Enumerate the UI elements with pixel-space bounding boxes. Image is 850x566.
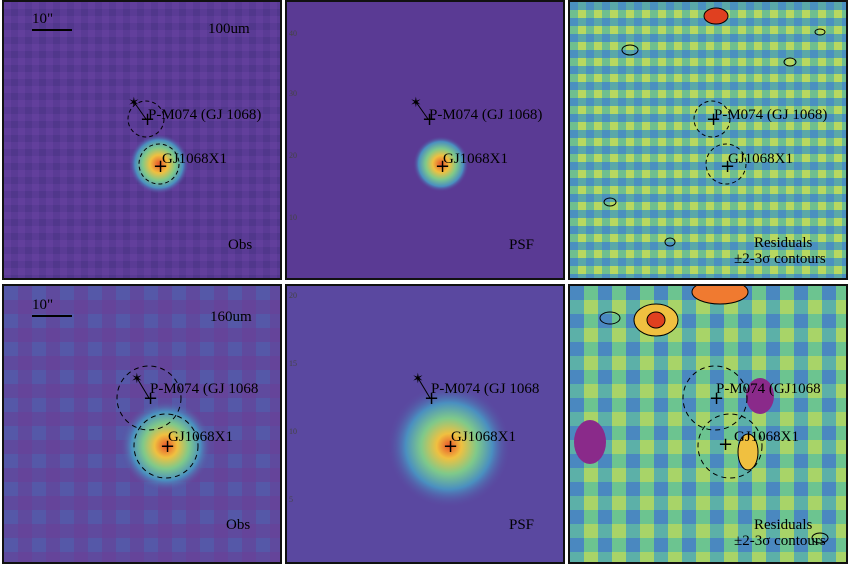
svg-text:✶: ✶ [412, 372, 424, 387]
band-label: 100um [208, 21, 250, 37]
svg-text:+: + [718, 434, 733, 455]
psf-map-100um: ✶ + + [287, 2, 563, 278]
residual-map-160um: + + [570, 286, 846, 562]
svg-text:+: + [160, 436, 175, 457]
source-label-companion: GJ1068X1 [162, 151, 228, 167]
contour-legend: ±2-3σ contours [734, 533, 826, 549]
source-label-star: P-M074 (GJ1068 [716, 381, 821, 397]
svg-text:+: + [424, 388, 439, 409]
source-label-companion: GJ1068X1 [728, 151, 794, 167]
scale-bar-label: 10" [32, 11, 54, 27]
obs-map-160um: ✶ + + [4, 286, 280, 562]
source-label-companion: GJ1068X1 [734, 429, 800, 445]
svg-text:+: + [422, 109, 437, 130]
tick-label: 10 [289, 213, 297, 222]
svg-text:+: + [143, 388, 158, 409]
svg-text:+: + [435, 156, 450, 177]
svg-text:+: + [720, 156, 735, 177]
tick-label: 40 [289, 29, 297, 38]
source-label-star: P-M074 (GJ 1068 [150, 381, 259, 397]
tick-label: 30 [289, 89, 297, 98]
source-label-companion: GJ1068X1 [451, 429, 517, 445]
tick-label: 5 [289, 495, 293, 504]
svg-text:+: + [140, 109, 155, 130]
obs-map-100um: ✶ + + [4, 2, 280, 278]
source-label-companion: GJ1068X1 [443, 151, 509, 167]
panel-kind-label: Residuals [754, 517, 813, 533]
panel-100um-residuals: + + P-M074 (GJ 1068) GJ1068X1 Residuals … [568, 0, 848, 280]
contour-legend: ±2-3σ contours [734, 251, 826, 267]
svg-text:+: + [709, 388, 724, 409]
svg-text:✶: ✶ [128, 96, 140, 111]
svg-text:✶: ✶ [131, 372, 143, 387]
svg-text:+: + [706, 109, 721, 130]
tick-label: 15 [289, 359, 297, 368]
panel-kind-label: Obs [226, 517, 251, 533]
residual-map-100um: + + [570, 2, 846, 278]
source-label-star: P-M074 (GJ 1068 [431, 381, 540, 397]
panel-100um-obs: ✶ + + 10" 100um P-M074 (GJ 1068) GJ1068X… [2, 0, 282, 280]
source-label-star: P-M074 (GJ 1068) [148, 107, 262, 123]
scale-bar-label: 10" [32, 297, 54, 313]
svg-text:+: + [443, 436, 458, 457]
source-label-star: P-M074 (GJ 1068) [429, 107, 543, 123]
source-label-star: P-M074 (GJ 1068) [714, 107, 828, 123]
tick-label: 20 [289, 151, 297, 160]
source-label-companion: GJ1068X1 [168, 429, 234, 445]
svg-text:+: + [153, 156, 168, 177]
panel-kind-label: Obs [228, 237, 253, 253]
panel-160um-psf: ✶ + + 20 15 10 5 P-M074 (GJ 1068 GJ1068X… [285, 284, 565, 564]
tick-label: 10 [289, 427, 297, 436]
svg-text:✶: ✶ [410, 96, 422, 111]
psf-map-160um: ✶ + + [287, 286, 563, 562]
panel-160um-residuals: + + P-M074 (GJ1068 GJ1068X1 Residuals ±2… [568, 284, 848, 564]
panel-kind-label: PSF [509, 237, 535, 253]
tick-label: 20 [289, 291, 297, 300]
band-label: 160um [210, 309, 252, 325]
panel-100um-psf: ✶ + + 40 30 20 10 P-M074 (GJ 1068) GJ106… [285, 0, 565, 280]
panel-kind-label: Residuals [754, 235, 813, 251]
panel-160um-obs: ✶ + + 10" 160um P-M074 (GJ 1068 GJ1068X1… [2, 284, 282, 564]
panel-kind-label: PSF [509, 517, 535, 533]
